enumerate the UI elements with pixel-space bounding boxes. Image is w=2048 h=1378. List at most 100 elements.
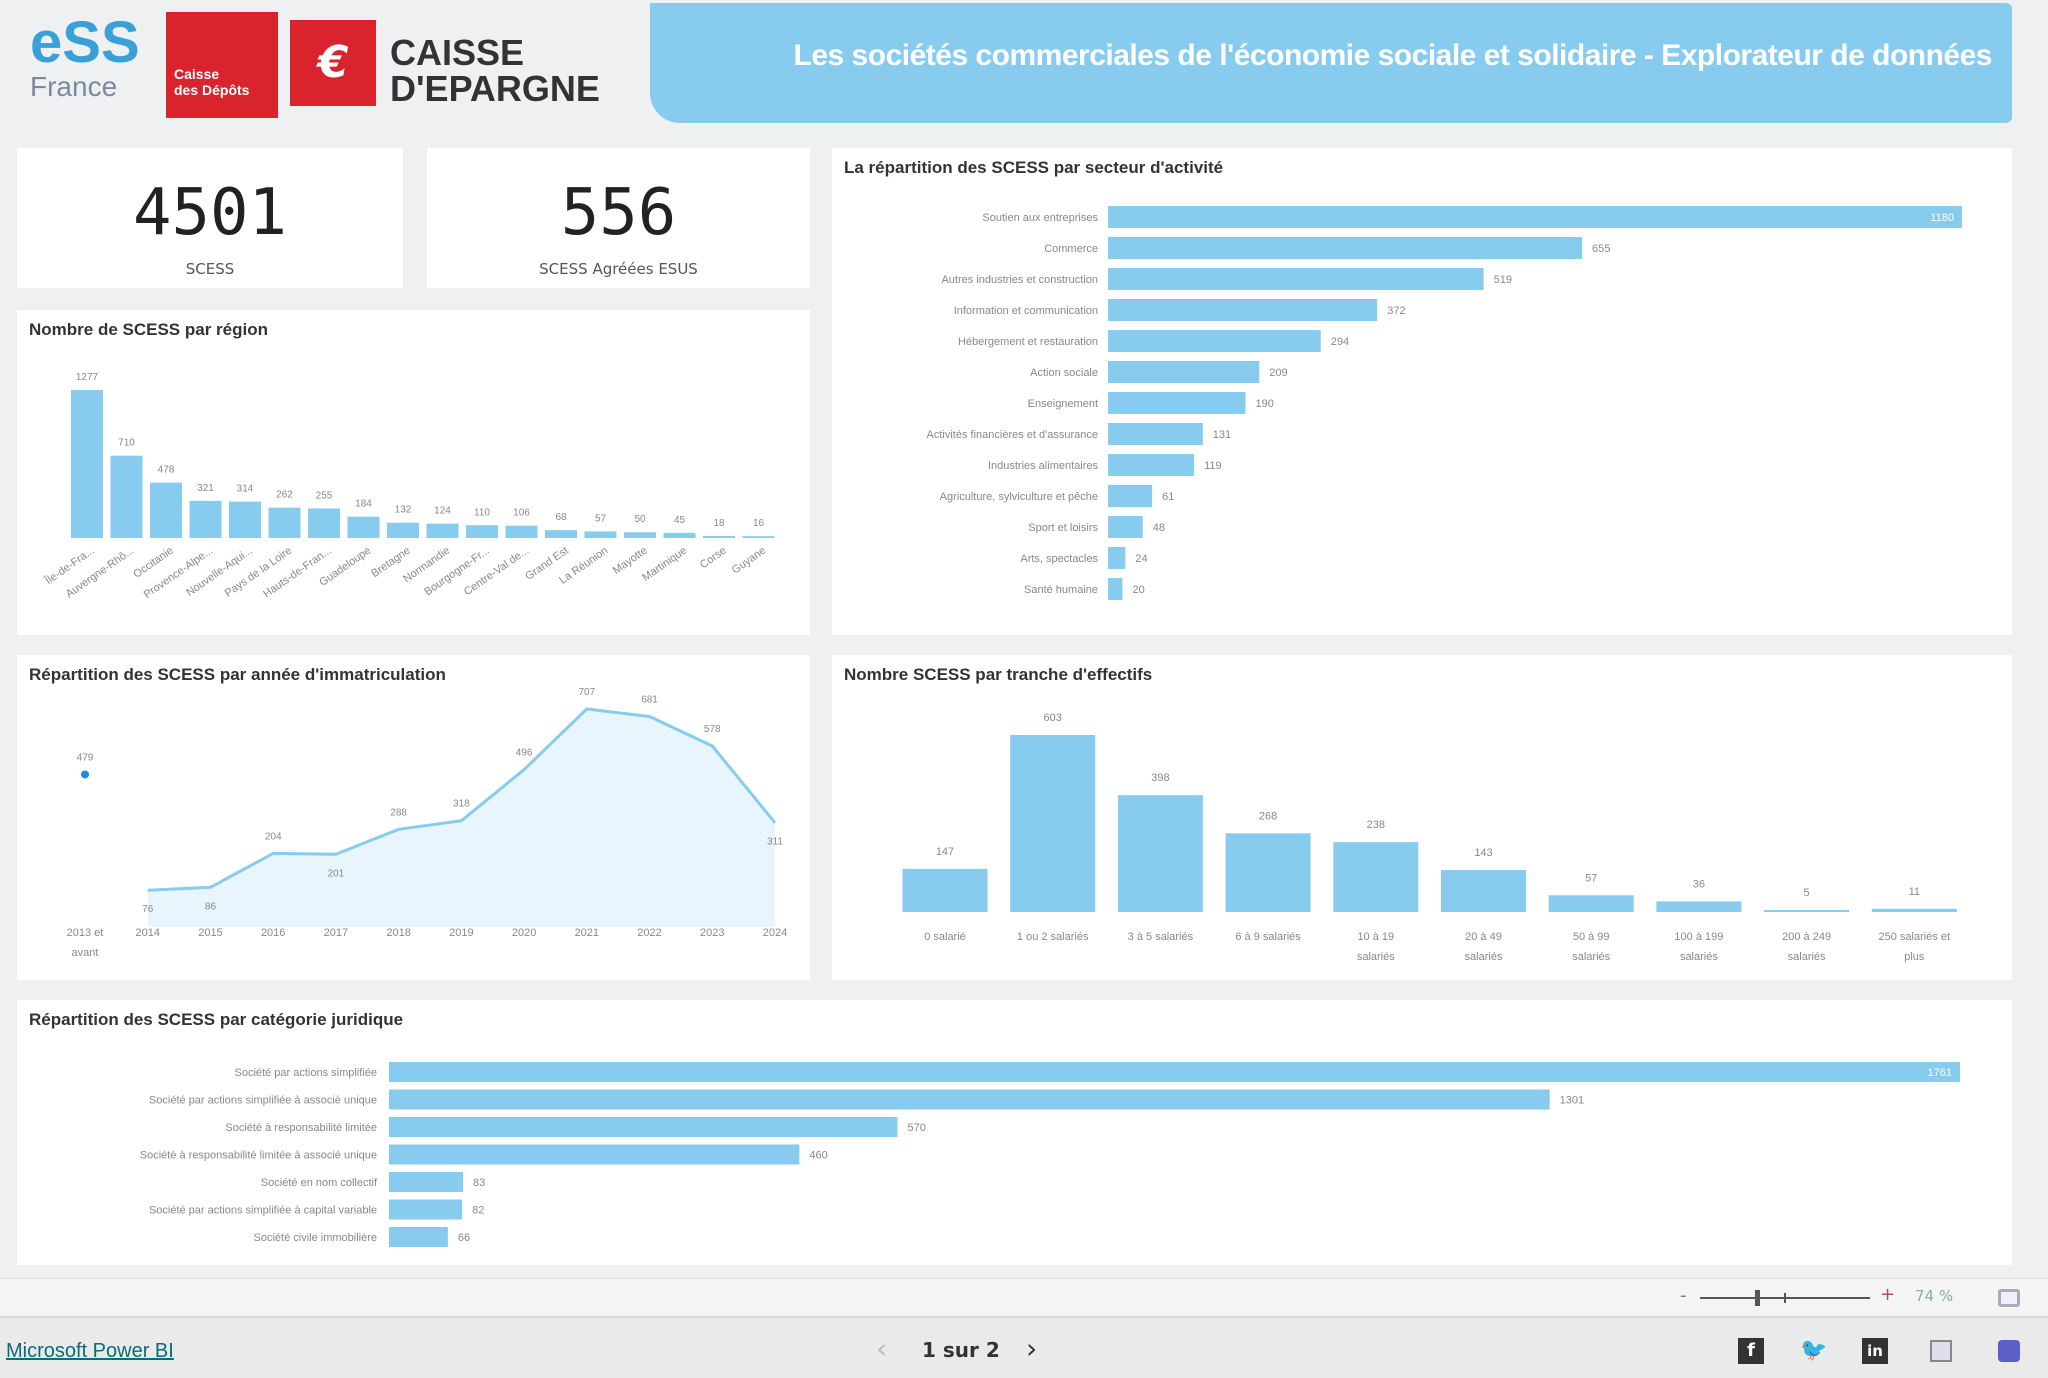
- category-label: 1 ou 2 salariés: [1017, 931, 1089, 943]
- data-label: 45: [674, 515, 686, 526]
- bar[interactable]: [389, 1062, 1960, 1082]
- bar[interactable]: [1108, 485, 1153, 507]
- bar[interactable]: [1108, 423, 1203, 445]
- bar[interactable]: [71, 390, 103, 538]
- bar[interactable]: [1764, 910, 1850, 912]
- bar[interactable]: [268, 507, 301, 538]
- fit-to-page-icon[interactable]: [1998, 1289, 2020, 1307]
- data-label: 710: [118, 438, 135, 449]
- data-label: 479: [77, 752, 94, 763]
- bar[interactable]: [1117, 795, 1203, 912]
- bar[interactable]: [1108, 516, 1143, 538]
- bar[interactable]: [1548, 895, 1634, 912]
- bar[interactable]: [703, 535, 735, 538]
- zoom-level: 74 %: [1915, 1287, 1954, 1305]
- page-title: Les sociétés commerciales de l'économie …: [793, 39, 1993, 72]
- zoom-out-button[interactable]: -: [1680, 1285, 1687, 1306]
- kpi-card-scess: 4501 SCESS: [17, 148, 403, 288]
- bar[interactable]: [1010, 735, 1096, 912]
- series-line: [147, 707, 777, 892]
- category-label: Martinique: [640, 545, 689, 584]
- juridique-chart-card[interactable]: Répartition des SCESS par catégorie juri…: [17, 1000, 2012, 1265]
- data-label: 124: [434, 506, 451, 517]
- category-label: Action sociale: [1030, 367, 1098, 379]
- data-label: 20: [1132, 584, 1144, 596]
- zoom-slider-handle[interactable]: [1755, 1290, 1760, 1306]
- bar[interactable]: [389, 1172, 464, 1192]
- bar[interactable]: [1108, 361, 1260, 383]
- category-label: Société par actions simplifiée: [235, 1067, 377, 1079]
- previous-page-button[interactable]: ‹: [876, 1332, 888, 1365]
- bar[interactable]: [347, 516, 380, 538]
- secteur-bar-chart: Soutien aux entreprises 1180 Commerce 655 Au…: [927, 206, 1962, 600]
- bar[interactable]: [389, 1199, 463, 1220]
- linkedin-share-icon[interactable]: in: [1862, 1338, 1888, 1364]
- bar[interactable]: [624, 532, 656, 538]
- power-bi-link[interactable]: Microsoft Power BI: [6, 1340, 174, 1362]
- bar[interactable]: [389, 1144, 800, 1165]
- bar[interactable]: [389, 1089, 1550, 1110]
- teams-share-icon[interactable]: [1998, 1340, 2020, 1362]
- bar[interactable]: [1108, 330, 1321, 352]
- bar[interactable]: [1225, 833, 1311, 912]
- bar[interactable]: [742, 536, 775, 538]
- bar[interactable]: [229, 501, 261, 538]
- bar[interactable]: [505, 525, 538, 538]
- bar[interactable]: [1108, 268, 1484, 290]
- data-label: 76: [142, 904, 154, 915]
- bar[interactable]: [389, 1117, 898, 1137]
- data-label: 132: [395, 505, 412, 516]
- facebook-share-icon[interactable]: f: [1738, 1338, 1764, 1364]
- bar[interactable]: [1871, 908, 1957, 912]
- bar[interactable]: [1108, 454, 1195, 476]
- category-label: 0 salarié: [924, 931, 966, 943]
- data-label: 460: [809, 1150, 827, 1162]
- category-label: 2013 et avant: [67, 927, 104, 959]
- data-label: 321: [197, 483, 214, 494]
- bar[interactable]: [1333, 842, 1419, 912]
- caisse-des-depots-logo: Caisse des Dépôts: [166, 12, 278, 118]
- data-label: 61: [1162, 491, 1174, 503]
- bar[interactable]: [426, 523, 459, 538]
- bar[interactable]: [1656, 901, 1742, 912]
- bar[interactable]: [902, 868, 988, 912]
- next-page-button[interactable]: ›: [1026, 1332, 1038, 1365]
- bar[interactable]: [1108, 392, 1246, 414]
- category-label: Guyane: [730, 545, 768, 577]
- bar[interactable]: [110, 455, 143, 538]
- bar[interactable]: [308, 508, 340, 538]
- zoom-in-button[interactable]: +: [1880, 1284, 1896, 1305]
- bar[interactable]: [1441, 870, 1526, 912]
- data-label: 288: [390, 807, 407, 818]
- bar[interactable]: [466, 525, 498, 538]
- ess-france-logo: eSS France: [30, 14, 150, 114]
- category-label: Activités financières et d'assurance: [927, 429, 1098, 441]
- bar[interactable]: [387, 522, 419, 538]
- bar[interactable]: [1108, 237, 1583, 259]
- category-label: 2018: [386, 927, 410, 939]
- effectif-chart-card[interactable]: Nombre SCESS par tranche d'effectifs 147…: [832, 655, 2012, 980]
- region-chart-card[interactable]: Nombre de SCESS par région 1277 Île-de-Fr…: [17, 310, 810, 635]
- bar[interactable]: [1108, 578, 1123, 600]
- bar[interactable]: [1108, 206, 1962, 228]
- secteur-chart-card[interactable]: La répartition des SCESS par secteur d'a…: [832, 148, 2012, 635]
- category-label: 2021: [575, 927, 599, 939]
- bar[interactable]: [389, 1227, 448, 1247]
- bar[interactable]: [1108, 547, 1126, 569]
- bar[interactable]: [545, 530, 577, 538]
- bar[interactable]: [584, 531, 617, 538]
- data-label: 147: [936, 846, 954, 858]
- caisse-epargne-logo: € CAISSE D'EPARGNE: [290, 20, 640, 110]
- data-label: 318: [453, 799, 470, 810]
- bar[interactable]: [1108, 299, 1378, 321]
- twitter-share-icon[interactable]: 🐦: [1800, 1338, 1828, 1363]
- data-label: 1180: [1930, 212, 1954, 224]
- data-label: 314: [237, 484, 254, 495]
- bar[interactable]: [663, 532, 696, 538]
- data-label: 18: [713, 518, 725, 529]
- bar[interactable]: [150, 482, 182, 538]
- bar[interactable]: [189, 500, 222, 538]
- embed-share-icon[interactable]: [1930, 1340, 1952, 1362]
- zoom-slider[interactable]: [1700, 1290, 1870, 1306]
- annee-chart-card[interactable]: Répartition des SCESS par année d'immatr…: [17, 655, 810, 980]
